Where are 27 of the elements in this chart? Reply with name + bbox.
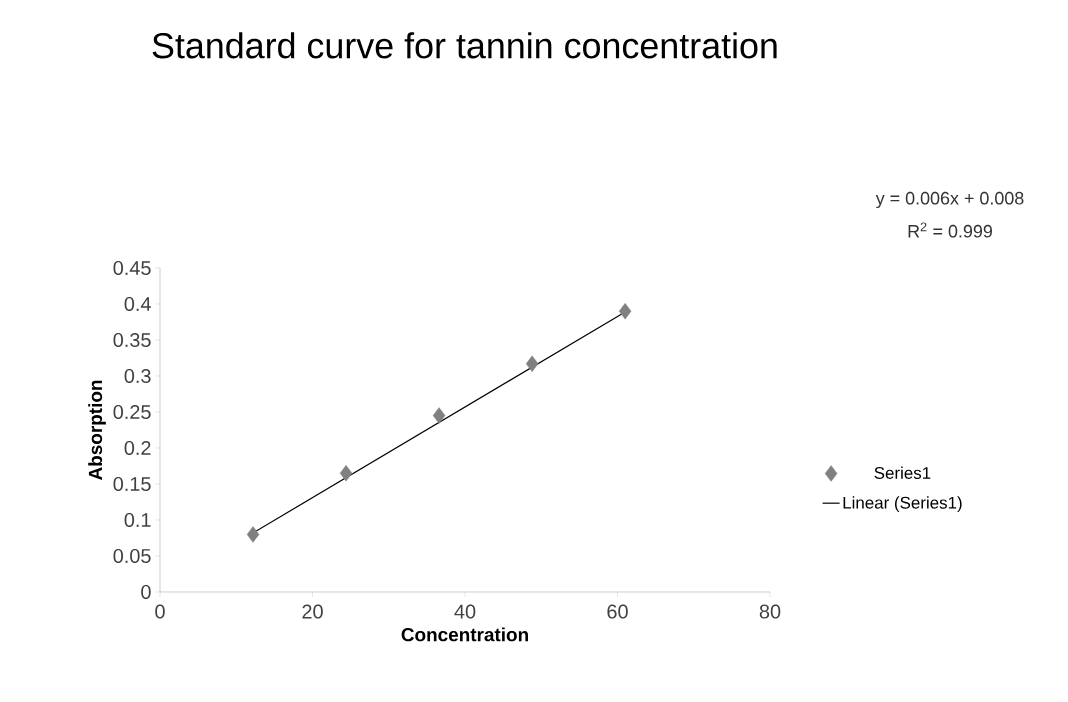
y-tick-label: 0.25 bbox=[113, 404, 151, 420]
x-tick-label: 20 bbox=[302, 604, 323, 619]
point bbox=[525, 355, 539, 372]
point bbox=[618, 302, 632, 320]
y-tick-label: 0.45 bbox=[113, 260, 151, 276]
x-tick-label: 60 bbox=[607, 604, 628, 619]
point bbox=[339, 464, 353, 482]
legend-label: Series1 bbox=[874, 466, 931, 479]
y-tick-label: 0.15 bbox=[113, 476, 151, 492]
y-tick-label: 0.1 bbox=[124, 512, 151, 528]
text: y = 0.006x + 0.008 bbox=[875, 191, 1024, 209]
point bbox=[432, 407, 446, 424]
chart-title: Standard curve for tannin concentration bbox=[152, 32, 777, 59]
x-axis-title: Concentration bbox=[401, 627, 528, 642]
y-tick-label: 0.4 bbox=[124, 296, 151, 312]
y-tick-label: 0.35 bbox=[113, 332, 151, 348]
y-tick-label: 0 bbox=[141, 584, 151, 600]
y-axis-title: Absorption bbox=[88, 380, 106, 480]
y-tick-label: 0.05 bbox=[113, 548, 151, 564]
point bbox=[246, 526, 260, 543]
x-tick-label: 0 bbox=[155, 604, 165, 619]
x-tick-label: 80 bbox=[759, 604, 781, 619]
x-tick-label: 40 bbox=[454, 604, 476, 619]
legend-label: Linear (Series1) bbox=[843, 496, 962, 513]
y-tick-label: 0.2 bbox=[124, 440, 151, 456]
y-tick-label: 0.3 bbox=[124, 368, 151, 384]
text: R$^{2}$ = 0.999 bbox=[908, 222, 992, 238]
